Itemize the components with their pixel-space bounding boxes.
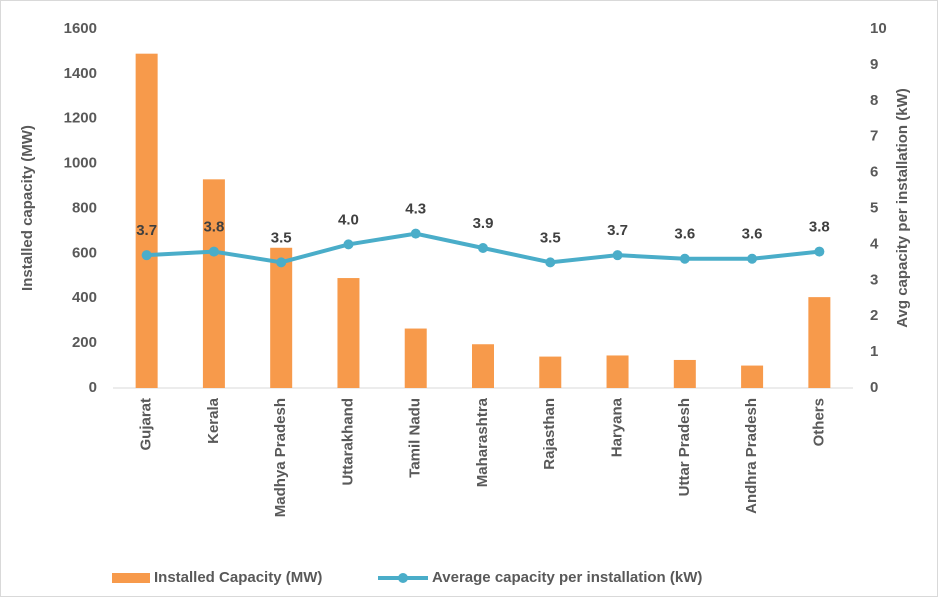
legend-swatch-marker (398, 573, 408, 583)
y2-tick-label: 7 (870, 128, 878, 145)
bar (135, 53, 158, 389)
x-tick-label: Uttarakhand (339, 398, 356, 486)
data-label: 3.8 (203, 219, 224, 236)
x-tick-label: Andhra Pradesh (743, 398, 760, 514)
bar (741, 365, 764, 388)
data-label: 3.8 (809, 219, 830, 236)
legend-swatch (112, 573, 150, 583)
y-tick-label: 800 (72, 199, 97, 216)
y2-tick-label: 3 (870, 271, 878, 288)
y2-tick-label: 6 (870, 164, 878, 181)
y2-tick-label: 8 (870, 92, 878, 109)
y-tick-label: 0 (89, 379, 97, 396)
y2-tick-label: 0 (870, 379, 878, 396)
line-marker (141, 250, 152, 261)
y2-tick-label: 4 (870, 235, 879, 252)
x-tick-label: Maharashtra (474, 397, 491, 487)
data-label: 4.3 (405, 201, 426, 218)
line-marker (814, 246, 825, 257)
y-tick-label: 1000 (64, 155, 97, 172)
line-marker (679, 253, 690, 264)
bar (606, 355, 629, 388)
data-label: 3.5 (271, 229, 292, 246)
bar (673, 359, 696, 388)
y-tick-label: 1400 (64, 65, 97, 82)
y2-tick-label: 10 (870, 20, 887, 37)
line-marker (747, 253, 758, 264)
y2-tick-label: 1 (870, 343, 878, 360)
line-marker (276, 257, 287, 268)
y-tick-label: 200 (72, 334, 97, 351)
bar (472, 344, 494, 388)
x-tick-label: Others (810, 398, 827, 446)
y2-tick-label: 2 (870, 307, 878, 324)
bar (808, 297, 831, 388)
y2-axis-label: Avg capacity per installation (kW) (894, 88, 911, 328)
data-label: 3.7 (136, 222, 157, 239)
line-marker (478, 242, 488, 253)
data-label: 3.7 (607, 222, 628, 239)
bar (337, 278, 360, 388)
data-label: 3.6 (674, 226, 695, 243)
data-label: 3.6 (742, 226, 763, 243)
line-marker (343, 239, 354, 250)
x-tick-label: Tamil Nadu (407, 398, 424, 478)
y-tick-label: 400 (72, 289, 97, 306)
y2-tick-label: 5 (870, 199, 878, 216)
x-tick-label: Rajasthan (541, 398, 558, 470)
x-tick-label: Madhya Pradesh (272, 398, 289, 517)
bar (202, 179, 225, 388)
bar (270, 247, 293, 388)
legend-label: Average capacity per installation (kW) (432, 569, 702, 586)
data-label: 3.9 (473, 215, 494, 232)
data-label: 4.0 (338, 211, 359, 228)
legend-label: Installed Capacity (MW) (154, 569, 322, 586)
line-marker (545, 257, 556, 268)
x-tick-label: Haryana (609, 397, 626, 457)
line-marker (612, 250, 623, 261)
x-tick-label: Gujarat (138, 398, 155, 451)
y-tick-label: 600 (72, 244, 97, 261)
bar (539, 356, 562, 388)
data-label: 3.5 (540, 229, 561, 246)
line-marker (208, 246, 219, 257)
line-marker (410, 228, 421, 239)
y-tick-label: 1200 (64, 110, 97, 127)
y-tick-label: 1600 (64, 20, 97, 37)
y-axis-label: Installed capacity (MW) (19, 125, 36, 291)
x-tick-label: Kerala (205, 397, 222, 444)
y2-tick-label: 9 (870, 56, 878, 73)
bar (404, 328, 427, 388)
x-tick-label: Uttar Pradesh (676, 398, 693, 496)
